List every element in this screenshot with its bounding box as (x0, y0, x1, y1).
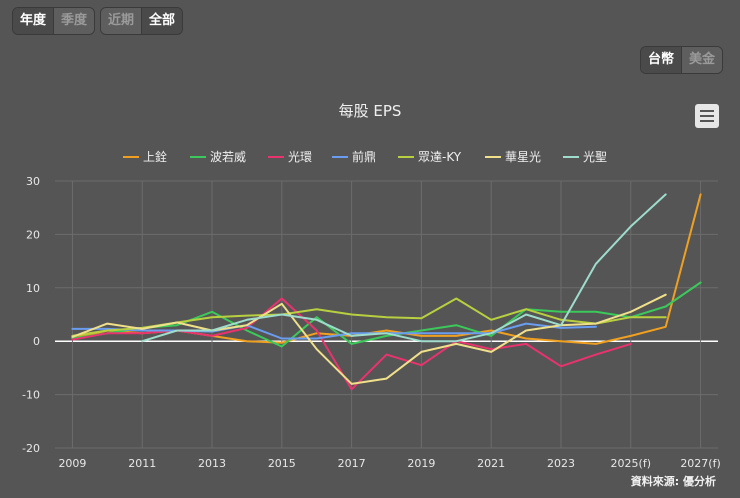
grid (55, 180, 718, 449)
x-tick-label: 2021 (477, 457, 505, 470)
legend: 上銓 波若威 光環 前鼎 眾達-KY 華星光 光聖 (123, 149, 607, 164)
hamburger-icon-bar (700, 110, 714, 112)
legend-item-label: 前鼎 (352, 149, 376, 164)
chart-title: 每股 EPS (339, 102, 402, 120)
range-tabs-group: 近期 全部 (100, 7, 184, 35)
x-axis: 2009 2011 2013 2015 2017 2019 2021 2023 2025(f) 2… (58, 457, 720, 470)
series-line-上銓 (71, 193, 702, 345)
legend-item-label: 光環 (288, 150, 312, 164)
tab-quarterly[interactable]: 季度 (54, 8, 95, 34)
y-tick-label: 20 (26, 228, 40, 241)
y-axis: -20 -10 0 10 20 30 (22, 175, 40, 455)
hamburger-icon-bar (700, 120, 714, 122)
x-tick-label: 2027(f) (680, 457, 720, 470)
x-tick-label: 2017 (338, 457, 366, 470)
y-tick-label: 10 (26, 282, 40, 295)
legend-item-label: 波若威 (210, 150, 246, 164)
series-line-光環 (71, 297, 632, 391)
x-tick-label: 2025(f) (611, 457, 651, 470)
series-line-前鼎 (71, 322, 597, 340)
series-layer (71, 193, 702, 391)
currency-tabs-group: 台幣 美金 (640, 46, 724, 74)
tab-annual[interactable]: 年度 (13, 8, 55, 34)
x-tick-label: 2023 (547, 457, 575, 470)
period-tabs-group: 年度 季度 (12, 7, 96, 35)
tab-recent[interactable]: 近期 (101, 8, 143, 34)
chart-menu-button[interactable] (695, 104, 719, 128)
legend-item-label: 華星光 (505, 150, 541, 164)
x-tick-label: 2011 (128, 457, 156, 470)
series-line-波若威 (71, 281, 702, 348)
series-line-光聖 (141, 193, 667, 343)
y-tick-label: 0 (33, 335, 40, 348)
y-tick-label: -10 (22, 389, 40, 402)
tab-usd[interactable]: 美金 (682, 47, 723, 73)
credit-text: 資料來源: 優分析 (631, 474, 716, 488)
tab-all[interactable]: 全部 (142, 8, 183, 34)
tab-twd[interactable]: 台幣 (641, 47, 683, 73)
series-line-華星光 (71, 293, 667, 385)
legend-item-label: 上銓 (143, 149, 167, 164)
series-line-眾達-KY (71, 297, 667, 337)
hamburger-icon-bar (700, 115, 714, 117)
x-tick-label: 2009 (58, 457, 86, 470)
legend-item-label: 光聖 (583, 150, 607, 164)
legend-item-label: 眾達-KY (418, 150, 462, 164)
x-tick-label: 2019 (407, 457, 435, 470)
x-tick-label: 2015 (268, 457, 296, 470)
x-tick-label: 2013 (198, 457, 226, 470)
y-tick-label: -20 (22, 442, 40, 455)
y-tick-label: 30 (26, 175, 40, 188)
